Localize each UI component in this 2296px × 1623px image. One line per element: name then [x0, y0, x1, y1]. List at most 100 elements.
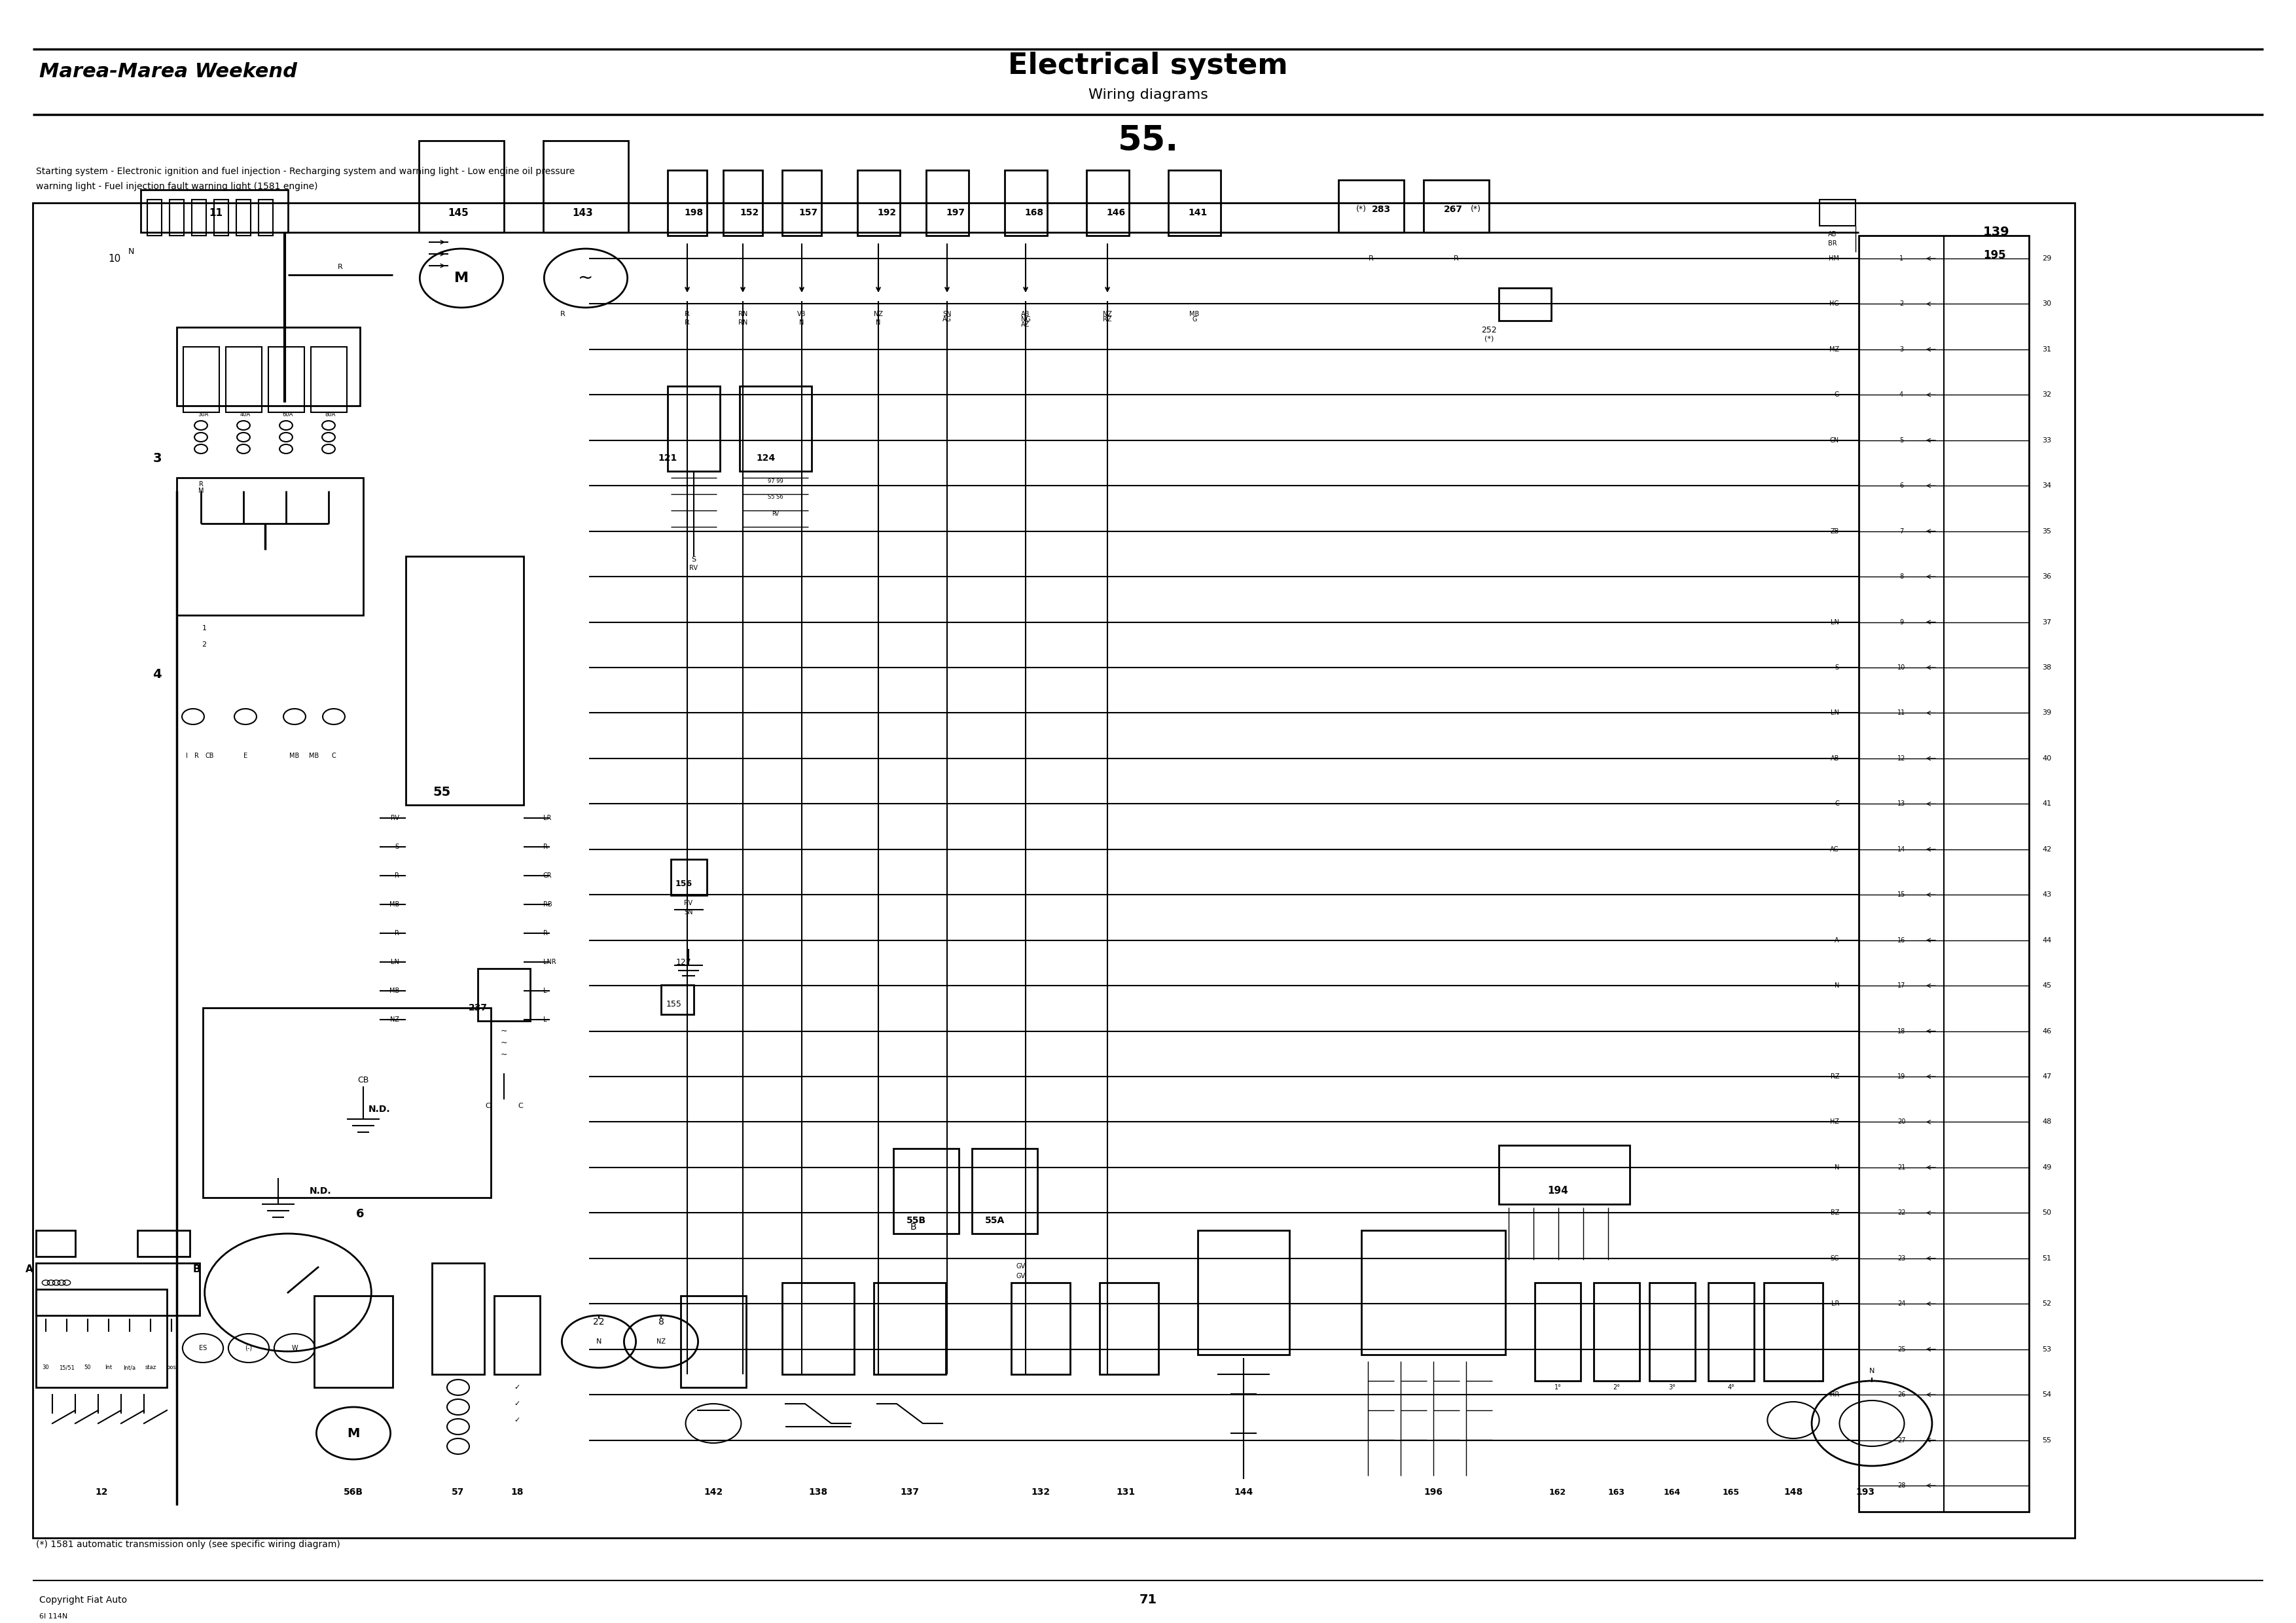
Bar: [138, 1230, 191, 1256]
Text: LN: LN: [390, 959, 400, 966]
Text: C: C: [331, 753, 335, 760]
Text: 37: 37: [2041, 618, 2050, 625]
Text: LN: LN: [1830, 709, 1839, 716]
Text: 197: 197: [946, 208, 964, 217]
Text: 4: 4: [1899, 391, 1903, 398]
Text: RZ: RZ: [1830, 1073, 1839, 1079]
Text: Int: Int: [106, 1365, 113, 1371]
Text: 11: 11: [1896, 709, 1906, 716]
Text: R: R: [200, 480, 202, 487]
Text: R: R: [195, 753, 197, 760]
Text: MB: MB: [390, 901, 400, 907]
Text: N.D.: N.D.: [370, 1105, 390, 1113]
Text: LN: LN: [1830, 618, 1839, 625]
Text: 10: 10: [108, 253, 122, 263]
Bar: [140, 190, 287, 232]
Text: 148: 148: [1784, 1488, 1802, 1496]
Text: SN: SN: [944, 312, 951, 318]
Text: ✓: ✓: [514, 1401, 521, 1407]
Bar: [432, 1263, 484, 1375]
Text: 131: 131: [1116, 1488, 1134, 1496]
Text: R: R: [395, 873, 400, 880]
Bar: [668, 386, 721, 471]
Text: MB: MB: [390, 987, 400, 993]
Text: 26: 26: [1896, 1391, 1906, 1397]
Bar: [1860, 235, 2030, 1511]
Bar: [1818, 200, 1855, 226]
Text: pos: pos: [168, 1365, 177, 1371]
Text: C: C: [519, 1102, 523, 1109]
Text: 2: 2: [1899, 300, 1903, 307]
Bar: [1006, 170, 1047, 235]
Text: HZ: HZ: [1830, 1118, 1839, 1125]
Text: RV: RV: [771, 511, 778, 516]
Bar: [1649, 1282, 1694, 1381]
Text: RN: RN: [739, 320, 748, 326]
Text: AB: AB: [1830, 755, 1839, 761]
Text: MB: MB: [1189, 312, 1199, 318]
Bar: [1199, 1230, 1290, 1355]
Text: RV: RV: [390, 815, 400, 821]
Bar: [202, 1008, 491, 1198]
Bar: [1593, 1282, 1639, 1381]
Text: M: M: [347, 1427, 360, 1440]
Text: RZ: RZ: [1102, 316, 1111, 323]
Text: R: R: [684, 320, 689, 326]
Text: (*): (*): [1483, 336, 1495, 342]
Text: 15: 15: [1896, 891, 1906, 898]
Text: R: R: [544, 844, 549, 850]
Text: LR: LR: [544, 815, 551, 821]
Text: ~: ~: [501, 1026, 507, 1035]
Text: RN: RN: [739, 312, 748, 318]
Text: 152: 152: [739, 208, 760, 217]
Text: N: N: [1869, 1368, 1874, 1375]
Text: N: N: [877, 320, 882, 326]
Text: 46: 46: [2041, 1027, 2050, 1034]
Text: 163: 163: [1607, 1488, 1626, 1496]
Text: 41: 41: [2041, 800, 2050, 807]
Text: (-): (-): [246, 1345, 253, 1352]
Text: R: R: [1453, 255, 1458, 261]
Text: 4: 4: [152, 667, 161, 680]
Text: 55.: 55.: [1118, 123, 1178, 157]
Text: R: R: [395, 930, 400, 936]
Text: 146: 146: [1107, 208, 1125, 217]
Text: 80A: 80A: [326, 411, 335, 417]
Text: 16: 16: [1896, 936, 1906, 943]
Text: 121: 121: [659, 453, 677, 463]
Text: 44: 44: [2041, 936, 2050, 943]
Text: BR: BR: [1828, 240, 1837, 247]
Text: 164: 164: [1665, 1488, 1681, 1496]
Bar: [37, 1289, 168, 1388]
Text: AB: AB: [1022, 312, 1031, 318]
Text: (*): (*): [1472, 204, 1481, 214]
Bar: [177, 477, 363, 615]
Text: 30: 30: [2041, 300, 2050, 307]
Text: C: C: [1835, 800, 1839, 807]
Text: ~: ~: [579, 269, 592, 287]
Text: 43: 43: [2041, 891, 2050, 898]
Text: 50: 50: [85, 1365, 92, 1371]
Text: B: B: [193, 1264, 200, 1274]
Text: LR: LR: [1830, 1300, 1839, 1307]
Text: NG: NG: [1022, 316, 1031, 323]
Text: Wiring diagrams: Wiring diagrams: [1088, 88, 1208, 101]
Bar: [37, 1263, 200, 1315]
Text: 36: 36: [2041, 573, 2050, 579]
Text: NZ: NZ: [1102, 312, 1111, 318]
Text: RV: RV: [684, 899, 693, 906]
Text: R: R: [338, 263, 342, 271]
Text: W: W: [292, 1345, 298, 1352]
Text: VB: VB: [797, 312, 806, 318]
Bar: [670, 859, 707, 896]
Bar: [1424, 180, 1490, 232]
Text: 143: 143: [572, 208, 592, 217]
Text: C: C: [484, 1102, 489, 1109]
Text: G: G: [1192, 316, 1196, 323]
Text: 19: 19: [1896, 1073, 1906, 1079]
Text: 142: 142: [705, 1488, 723, 1496]
Text: 29: 29: [2041, 255, 2050, 261]
Bar: [1010, 1282, 1070, 1375]
Text: 137: 137: [900, 1488, 918, 1496]
Text: 2: 2: [202, 641, 207, 648]
